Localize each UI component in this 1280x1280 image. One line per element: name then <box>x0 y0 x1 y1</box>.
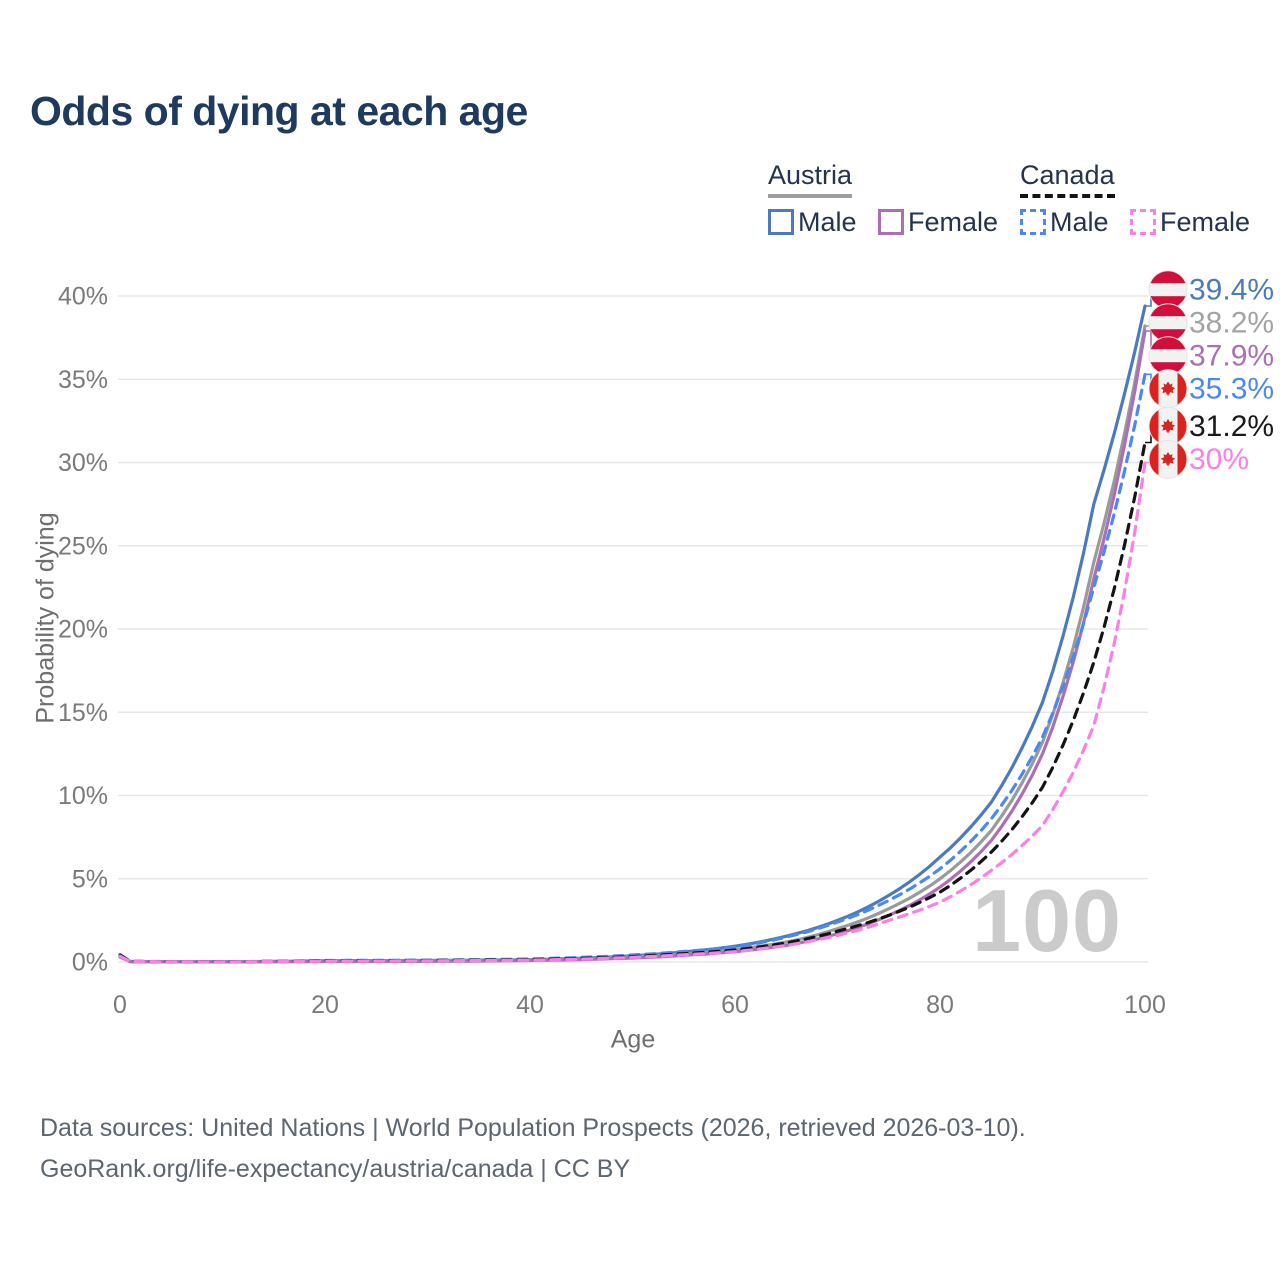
y-tick-label: 25% <box>58 532 108 560</box>
legend-group-austria: Austria Male Female <box>768 160 1015 238</box>
legend-item-label: Male <box>798 207 857 237</box>
legend-item-label: Male <box>1050 207 1109 237</box>
y-tick-label: 15% <box>58 699 108 727</box>
end-value-label: 35.3% <box>1189 373 1274 406</box>
x-tick-label: 100 <box>1124 991 1166 1019</box>
canada-flag-icon <box>1148 439 1188 479</box>
legend-item-austria-male[interactable]: Male <box>768 207 857 238</box>
x-tick-label: 40 <box>516 991 544 1019</box>
austria-male-swatch-icon <box>768 209 794 235</box>
y-tick-label: 40% <box>58 283 108 311</box>
legend-item-canada-male[interactable]: Male <box>1020 207 1109 238</box>
x-tick-label: 0 <box>113 991 127 1019</box>
x-tick-label: 60 <box>721 991 749 1019</box>
end-value-label: 37.9% <box>1189 340 1274 373</box>
canada-female-swatch-icon <box>1129 209 1156 235</box>
austria-flag-icon <box>1148 303 1188 343</box>
series-line-austria-male[interactable] <box>118 304 1147 964</box>
legend-header-canada: Canada <box>1020 160 1267 198</box>
x-axis-title: Age <box>610 1025 656 1054</box>
y-axis-title: Probability of dying <box>31 512 60 724</box>
legend-header-austria: Austria <box>768 160 1015 198</box>
data-sources-line: Data sources: United Nations | World Pop… <box>40 1114 1026 1142</box>
series-line-canada-both-sexes[interactable] <box>118 440 1147 964</box>
austria-flag-icon <box>1148 270 1188 310</box>
legend-item-austria-female[interactable]: Female <box>877 207 999 238</box>
legend-group-canada: Canada Male Female <box>1020 160 1267 238</box>
legend-header-canada-label: Canada <box>1020 160 1115 198</box>
y-tick-label: 0% <box>72 949 108 977</box>
y-tick-label: 5% <box>72 865 108 893</box>
canada-male-swatch-icon <box>1020 209 1046 235</box>
austria-female-swatch-icon <box>877 209 904 235</box>
legend-item-canada-female[interactable]: Female <box>1129 207 1251 238</box>
series-line-austria-both-sexes[interactable] <box>118 324 1147 964</box>
canada-flag-icon <box>1148 369 1188 409</box>
end-value-label: 38.2% <box>1189 307 1274 340</box>
x-tick-label: 20 <box>311 991 339 1019</box>
end-value-label: 31.2% <box>1189 410 1274 443</box>
y-tick-label: 35% <box>58 366 108 394</box>
end-value-label: 39.4% <box>1189 274 1274 307</box>
age-watermark: 100 <box>972 871 1122 970</box>
legend-header-austria-label: Austria <box>768 160 853 198</box>
series-line-canada-female[interactable] <box>118 460 1147 964</box>
footer: Data sources: United Nations | World Pop… <box>40 1108 1026 1190</box>
x-tick-label: 80 <box>926 991 954 1019</box>
legend-item-label: Female <box>1159 207 1251 237</box>
y-tick-label: 30% <box>58 449 108 477</box>
legend-item-label: Female <box>907 207 999 237</box>
page-title: Odds of dying at each age <box>30 88 528 134</box>
attribution-line: GeoRank.org/life-expectancy/austria/cana… <box>40 1155 631 1183</box>
series-line-austria-female[interactable] <box>118 329 1147 964</box>
austria-flag-icon <box>1148 336 1188 376</box>
y-tick-label: 20% <box>58 616 108 644</box>
end-value-label: 30% <box>1189 443 1249 476</box>
canada-flag-icon <box>1148 406 1188 446</box>
y-tick-label: 10% <box>58 782 108 810</box>
